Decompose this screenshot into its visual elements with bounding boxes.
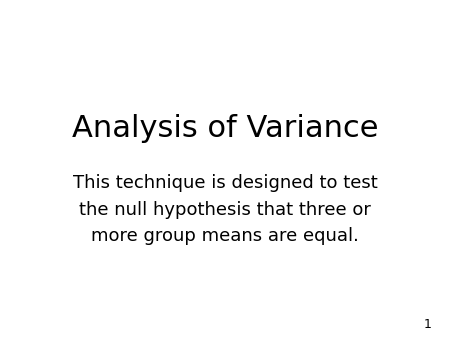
Text: Analysis of Variance: Analysis of Variance <box>72 114 378 143</box>
Text: 1: 1 <box>424 318 432 331</box>
Text: This technique is designed to test
the null hypothesis that three or
more group : This technique is designed to test the n… <box>72 174 378 245</box>
